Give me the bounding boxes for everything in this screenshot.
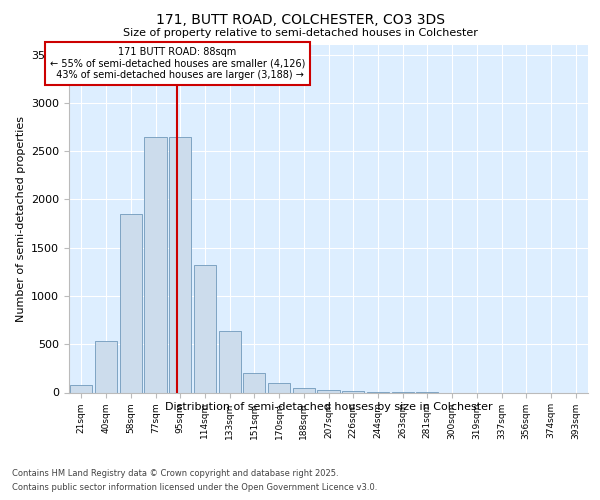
Text: 171 BUTT ROAD: 88sqm
← 55% of semi-detached houses are smaller (4,126)
  43% of : 171 BUTT ROAD: 88sqm ← 55% of semi-detac…: [50, 47, 305, 80]
Bar: [119, 214, 142, 392]
Bar: [218, 330, 241, 392]
Bar: [243, 373, 265, 392]
Text: Contains HM Land Registry data © Crown copyright and database right 2025.: Contains HM Land Registry data © Crown c…: [12, 468, 338, 477]
Bar: [95, 342, 117, 392]
Bar: [169, 136, 191, 392]
Text: Distribution of semi-detached houses by size in Colchester: Distribution of semi-detached houses by …: [165, 402, 493, 412]
Bar: [293, 388, 315, 392]
Bar: [317, 390, 340, 392]
Text: Size of property relative to semi-detached houses in Colchester: Size of property relative to semi-detach…: [122, 28, 478, 38]
Text: Contains public sector information licensed under the Open Government Licence v3: Contains public sector information licen…: [12, 484, 377, 492]
Text: 171, BUTT ROAD, COLCHESTER, CO3 3DS: 171, BUTT ROAD, COLCHESTER, CO3 3DS: [155, 12, 445, 26]
Y-axis label: Number of semi-detached properties: Number of semi-detached properties: [16, 116, 26, 322]
Bar: [145, 136, 167, 392]
Bar: [70, 386, 92, 392]
Bar: [342, 390, 364, 392]
Bar: [194, 265, 216, 392]
Bar: [268, 383, 290, 392]
